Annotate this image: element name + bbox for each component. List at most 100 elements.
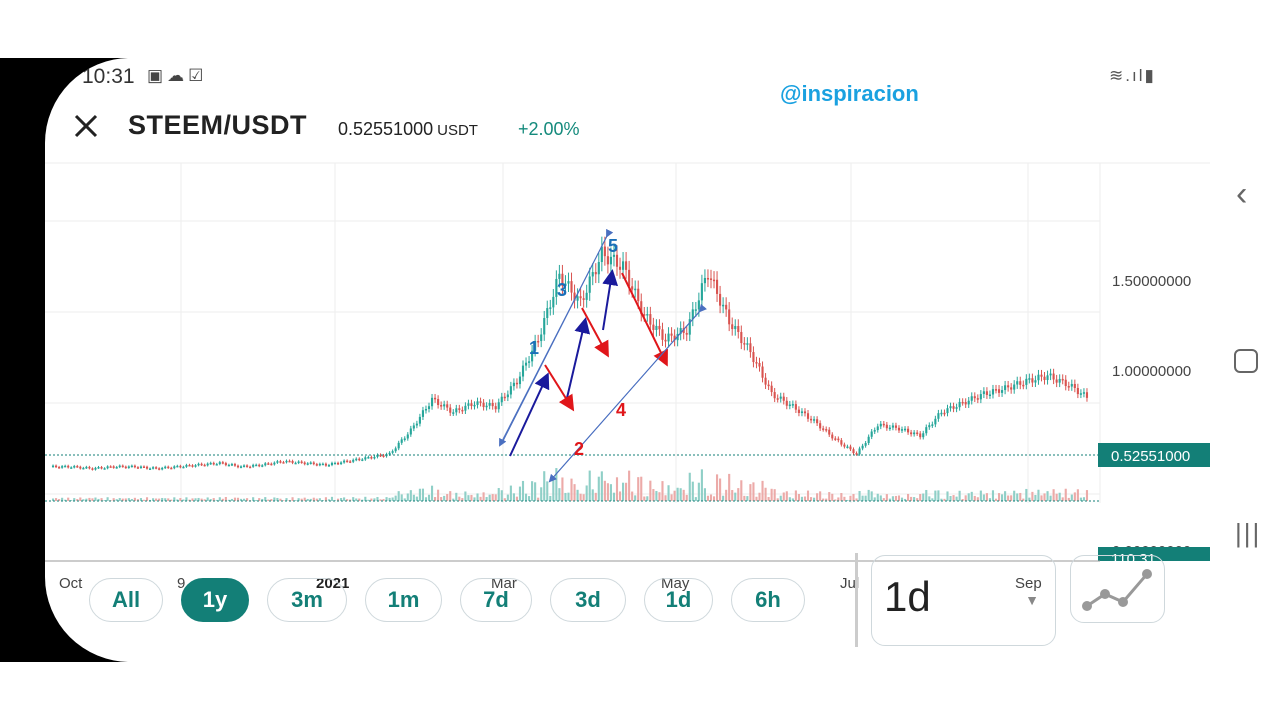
nav-back-button[interactable]: ‹	[1236, 175, 1248, 213]
candle-body	[303, 462, 306, 465]
volume-bar	[518, 486, 522, 501]
candle-body	[312, 462, 315, 465]
nav-recents-button[interactable]: |||	[1235, 518, 1262, 548]
volume-bar	[618, 491, 622, 501]
candle-body	[979, 394, 982, 400]
volume-bar	[879, 495, 882, 501]
candle-body	[70, 467, 73, 469]
candle-body	[58, 466, 61, 469]
volume-bar	[685, 494, 688, 501]
candle-body	[161, 467, 164, 470]
candle-body	[376, 454, 379, 457]
candle-body	[509, 386, 512, 395]
candle-body	[100, 467, 103, 469]
range-1m-button[interactable]: 1m	[365, 578, 442, 622]
candle-body	[600, 246, 603, 263]
volume-bar	[764, 487, 767, 501]
range-1d-button[interactable]: 1d	[644, 578, 713, 622]
volume-bar	[403, 498, 406, 501]
close-button[interactable]	[73, 108, 99, 148]
candle-body	[813, 419, 816, 421]
candle-body	[831, 434, 834, 439]
volume-bar	[415, 496, 418, 501]
candle-body	[737, 326, 740, 332]
close-icon	[74, 114, 98, 138]
candle-body	[988, 394, 992, 397]
watermark: @inspiracion	[780, 81, 919, 106]
volume-bar	[324, 497, 327, 501]
volume-bar	[643, 496, 646, 501]
candle-body	[543, 318, 546, 335]
volume-bar	[427, 494, 431, 501]
volume-bar	[561, 477, 564, 501]
volume-bar	[333, 500, 337, 501]
volume-tag-bg	[1098, 547, 1210, 561]
interval-select[interactable]: 1d ▼	[871, 555, 1056, 646]
candle-body	[473, 404, 476, 407]
volume-bar	[82, 499, 85, 501]
candle-body	[109, 466, 112, 468]
volume-bar	[900, 497, 904, 501]
volume-bar	[676, 487, 679, 501]
volume-bar	[51, 498, 55, 501]
nav-home-button[interactable]	[1234, 349, 1258, 373]
candle-body	[967, 400, 970, 405]
candle-body	[76, 466, 79, 468]
status-time: 10:31	[82, 65, 135, 88]
volume-bar	[364, 496, 367, 501]
volume-bar	[749, 484, 752, 501]
volume-bar	[215, 499, 218, 501]
range-all-button[interactable]: All	[89, 578, 163, 622]
candle-body	[1079, 393, 1082, 395]
candle-body	[800, 411, 804, 413]
candle-body	[761, 366, 764, 378]
range-1y-button[interactable]: 1y	[181, 578, 249, 622]
candle-body	[961, 401, 964, 404]
candle-body	[145, 466, 149, 469]
volume-bar	[925, 489, 928, 501]
range-7d-button[interactable]: 7d	[460, 578, 532, 622]
volume-bar	[919, 493, 922, 501]
candle-body	[279, 461, 282, 463]
candle-body	[524, 362, 528, 366]
range-3m-button[interactable]: 3m	[267, 578, 347, 622]
range-3d-button[interactable]: 3d	[550, 578, 626, 622]
candle-body	[418, 416, 421, 424]
candle-body	[907, 428, 910, 433]
volume-bar	[118, 498, 121, 501]
candle-body	[779, 396, 782, 399]
candle-body	[61, 466, 64, 468]
volume-bar	[264, 497, 267, 501]
candle-body	[734, 326, 737, 330]
volume-bar	[142, 499, 146, 501]
volume-bar	[1076, 489, 1079, 501]
volume-bar	[1040, 495, 1043, 501]
line-chart-toggle-button[interactable]	[1070, 555, 1165, 623]
volume-bar	[816, 493, 819, 501]
candle-body	[746, 343, 749, 345]
volume-bar	[200, 498, 203, 501]
image-icon: ▣	[147, 66, 168, 85]
candle-body	[700, 283, 703, 301]
candle-body	[622, 261, 625, 270]
volume-bar	[246, 498, 249, 501]
price-chart[interactable]: 1.50000000 1.00000000 0.00000000 0.52551…	[45, 158, 1280, 598]
volume-bar	[785, 491, 788, 501]
candles	[51, 236, 1089, 471]
candle-body	[682, 328, 685, 333]
volume-bar	[1055, 493, 1058, 501]
candle-body	[882, 423, 885, 426]
volume-bar	[725, 489, 728, 501]
volume-bar	[206, 497, 209, 501]
candle-body	[634, 288, 637, 291]
volume-bar	[270, 499, 273, 501]
volume-bar	[882, 498, 885, 501]
volume-bar	[94, 497, 97, 501]
volume-bar	[997, 493, 1001, 501]
range-6h-button[interactable]: 6h	[731, 578, 805, 622]
volume-bar	[312, 497, 315, 501]
volume-bar	[58, 499, 61, 501]
volume-bar	[394, 495, 397, 501]
volume-bar	[1004, 491, 1007, 501]
candle-body	[579, 296, 582, 299]
